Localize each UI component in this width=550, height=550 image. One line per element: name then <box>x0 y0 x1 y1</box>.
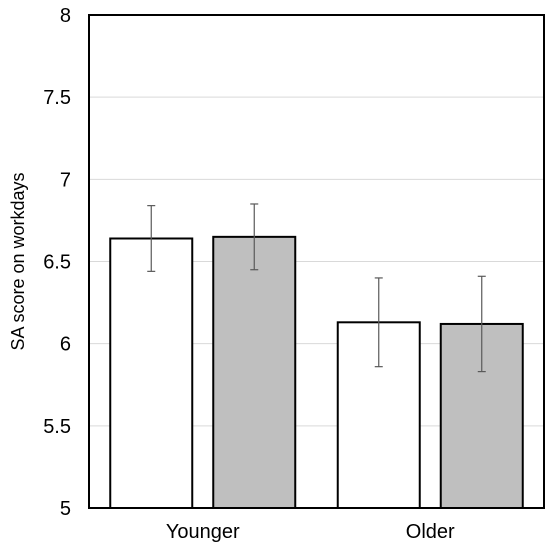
y-tick-label: 6 <box>60 334 71 356</box>
bar <box>212 235 297 509</box>
y-axis-title: SA score on workdays <box>8 172 28 350</box>
y-tick-label: 8 <box>60 5 71 27</box>
y-tick-label: 5.5 <box>43 416 71 438</box>
bar <box>109 237 194 509</box>
x-tick-label: Older <box>406 521 455 543</box>
plot-frame <box>88 14 545 509</box>
y-tick-label: 7.5 <box>43 87 71 109</box>
y-tick-label: 5 <box>60 498 71 520</box>
x-tick-label: Younger <box>166 521 240 543</box>
y-tick-label: 7 <box>60 169 71 191</box>
bars <box>109 235 524 510</box>
x-tick-labels: Younger Older <box>166 521 455 543</box>
y-tick-labels: 5 5.5 6 6.5 7 7.5 8 <box>43 5 71 520</box>
y-tick-label: 6.5 <box>43 252 71 274</box>
error-bars <box>147 203 486 373</box>
